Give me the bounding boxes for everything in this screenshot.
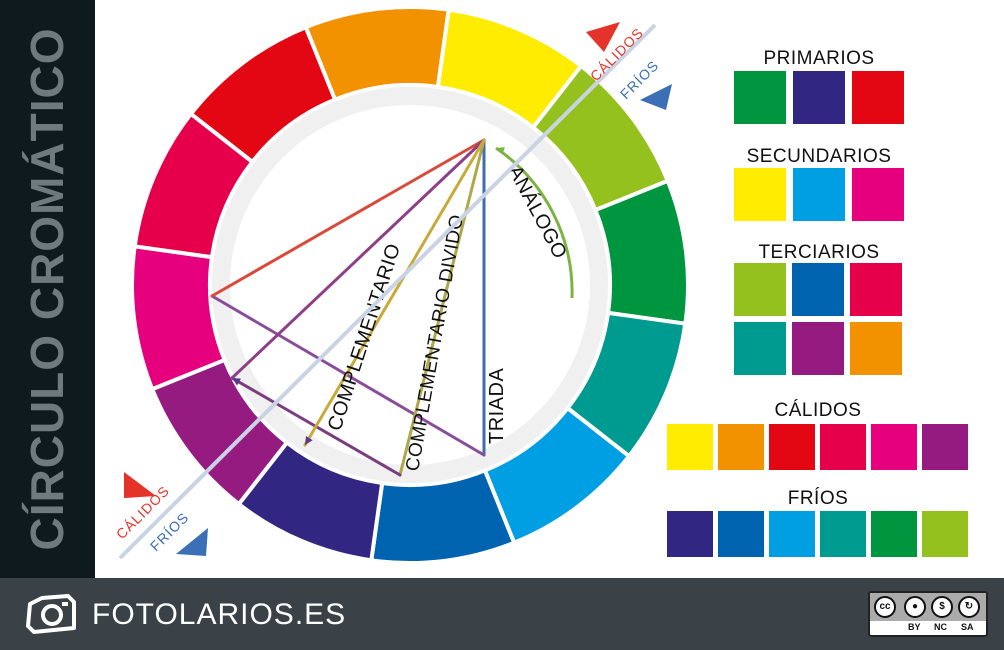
primary-heading: PRIMARIOS [763,48,874,69]
cool-swatch [667,511,713,557]
primary-swatch [852,71,904,124]
license-label-by: BY [908,622,921,632]
license-label-nc: NC [934,622,947,632]
tertiary-swatch [850,263,902,316]
warm-swatch [769,424,815,470]
attribution-icon: ● [904,596,926,618]
cool-swatch [820,511,866,557]
warm-swatch [667,424,713,470]
noncommercial-icon: $ [931,596,953,618]
sidebar: CÍRCULO CROMÁTICO [0,0,95,578]
complementary-label: COMPLEMENTARIO [324,241,405,434]
top-cool-triangle-icon [640,84,672,110]
complement-line [303,138,486,447]
cool-heading: FRÍOS [788,488,849,509]
brand-name: FOTOLARIOS.ES [92,598,347,631]
tertiary-swatch [850,322,902,375]
complement-arrow-head [305,436,313,445]
top-warm-triangle-icon [586,22,620,52]
cc-icon: cc [874,596,896,618]
tertiary-swatch [792,322,844,375]
license-label-sa: SA [961,622,974,632]
wheel-segment-naranja [303,5,451,102]
split-complementary-label: COMPLEMENTARIO DIVIDO [402,213,468,473]
secondary-swatch [852,168,904,221]
tertiary-swatch [734,322,786,375]
triad-line-bottom [210,294,486,457]
cool-swatch [871,511,917,557]
analogous-arc [495,146,574,299]
analogous-arrow-head [496,147,505,155]
camera-logo-icon [26,594,76,634]
divider-line [118,23,657,560]
tertiary-swatch [792,263,844,316]
triad-line-left [210,138,486,298]
footer: FOTOLARIOS.ES cc ● $ ↻ BY NC SA [0,578,1004,650]
warm-swatch [922,424,968,470]
swatch-panel: PRIMARIOS SECUNDARIOS TERCIARIOS CÁLIDOS FRÍ… [667,48,968,557]
cool-swatch [769,511,815,557]
secondary-swatch [734,168,786,221]
split-complement-line-c [230,138,486,380]
triad-label: TRIADA [486,368,508,445]
primary-swatch [793,71,845,124]
sharealike-icon: ↻ [958,596,980,618]
license-badge[interactable]: cc ● $ ↻ BY NC SA [868,591,988,637]
tertiary-swatch [734,263,786,316]
warm-heading: CÁLIDOS [775,400,862,421]
color-wheel [130,5,690,565]
warm-swatch [718,424,764,470]
bottom-cool-triangle-icon [176,528,208,556]
warm-swatch [820,424,866,470]
secondary-heading: SECUNDARIOS [747,146,892,167]
split-complement-arrow-head [232,378,241,386]
bottom-warm-triangle-icon [124,472,156,498]
cool-swatch [718,511,764,557]
secondary-swatch [793,168,845,221]
primary-swatch [734,71,786,124]
warm-swatch [871,424,917,470]
split-complement-line-a [398,138,486,477]
cool-swatch [922,511,968,557]
tertiary-heading: TERCIARIOS [758,242,879,263]
